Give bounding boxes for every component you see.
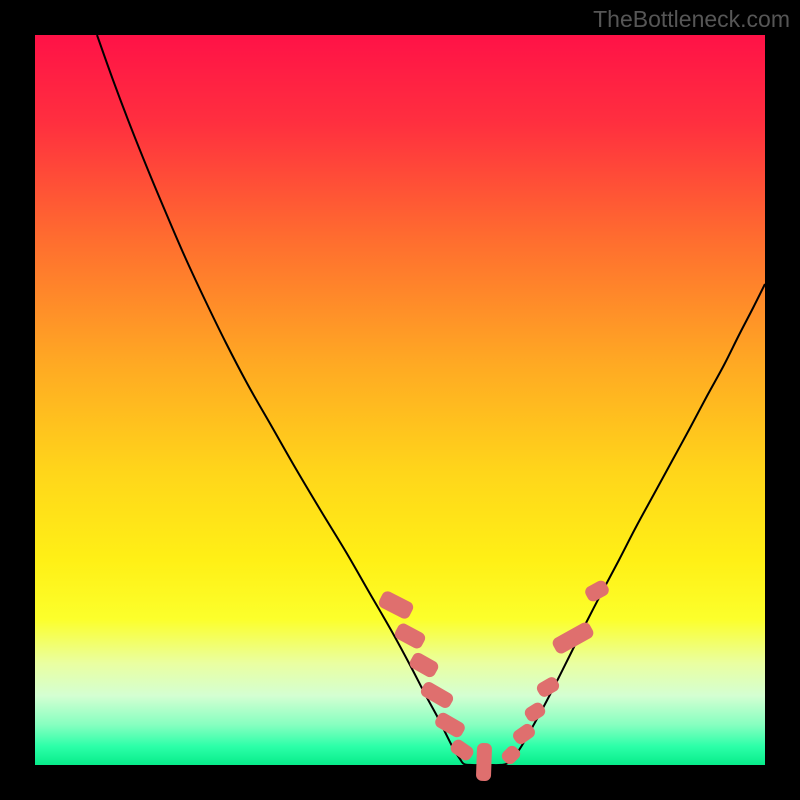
watermark: TheBottleneck.com — [593, 6, 790, 33]
plot-area — [35, 35, 765, 765]
